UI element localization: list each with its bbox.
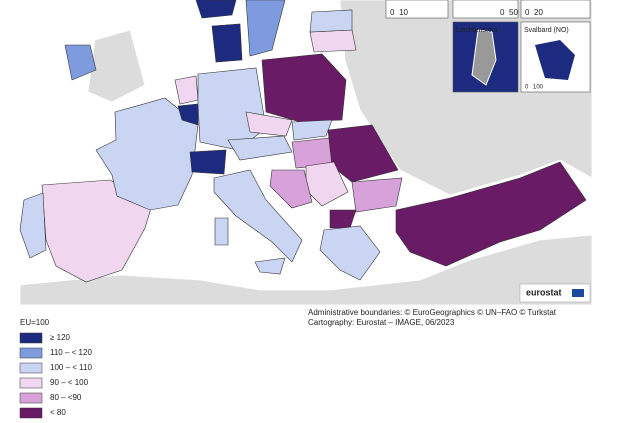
turkey <box>395 161 587 267</box>
denmark <box>211 23 243 63</box>
scale-label: 50 <box>509 8 518 17</box>
legend: EU=100 ≥ 120 110 – < 120 100 – < 110 90 – <… <box>19 318 92 419</box>
bulgaria <box>351 177 403 213</box>
romania <box>327 124 399 183</box>
legend-swatch <box>19 377 43 389</box>
land <box>19 234 593 306</box>
inset-frame <box>385 0 449 19</box>
insets: 0 10 0 50 0 20 Liechtenstein Svalbard (N… <box>385 0 591 93</box>
logo-box <box>519 283 591 303</box>
sardinia <box>214 217 229 246</box>
austria <box>227 135 293 161</box>
portugal <box>19 192 47 259</box>
croatia-bosnia <box>269 169 313 209</box>
legend-swatch <box>19 362 43 374</box>
scale-label: 20 <box>534 8 543 17</box>
scale-label: 0 <box>525 8 530 17</box>
legend-swatch <box>19 407 43 419</box>
legend-label: 90 – < 100 <box>50 378 89 387</box>
czechia <box>245 111 293 137</box>
uk <box>87 29 146 103</box>
legend-label: ≥ 120 <box>50 333 71 342</box>
eu-flag <box>572 289 584 297</box>
legend-title: EU=100 <box>20 318 50 327</box>
legend-label: 110 – < 120 <box>50 348 92 357</box>
scale-label: 10 <box>399 8 408 17</box>
legend-swatch <box>19 347 43 359</box>
latvia <box>309 9 353 33</box>
credit: Administrative boundaries: © EuroGeograp… <box>308 308 557 317</box>
scale-label: 100 <box>533 85 544 91</box>
italy <box>213 169 303 263</box>
liechtenstein-shape <box>471 29 497 86</box>
inset-label: Svalbard (NO) <box>524 27 569 34</box>
sicily <box>254 257 286 275</box>
belgium-lux <box>177 103 199 126</box>
svalbard-shape <box>535 40 575 80</box>
slovakia <box>291 119 333 141</box>
poland <box>261 53 347 123</box>
legend-swatch <box>19 332 43 344</box>
scale-label: 0 <box>390 8 395 17</box>
greece <box>319 225 381 281</box>
credit: Cartography: Eurostat – IMAGE, 06/2023 <box>308 318 455 327</box>
sweden <box>245 0 286 57</box>
inset-label: Liechtenstein <box>456 27 497 34</box>
switzerland <box>189 149 227 175</box>
scale-label: 0 <box>525 85 529 91</box>
scale-label: 0 <box>500 8 505 17</box>
legend-label: < 80 <box>50 408 66 417</box>
norway <box>195 0 237 19</box>
inset-frame <box>452 0 519 19</box>
logo: eurostat <box>526 287 562 297</box>
legend-swatch <box>19 392 43 404</box>
legend-label: 80 – <90 <box>50 393 82 402</box>
legend-label: 100 – < 110 <box>50 363 92 372</box>
ireland <box>64 44 97 81</box>
lithuania <box>309 29 357 53</box>
inset-frame <box>520 0 591 19</box>
